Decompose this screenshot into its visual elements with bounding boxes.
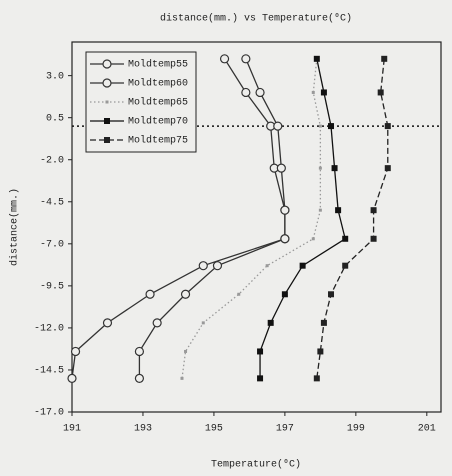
legend-marker	[102, 78, 112, 88]
marker	[370, 235, 377, 242]
x-tick-label: 191	[63, 424, 81, 435]
marker	[311, 237, 315, 241]
marker	[281, 291, 288, 298]
legend-label: Moldtemp70	[128, 116, 188, 128]
marker	[145, 289, 155, 299]
y-tick-label: 3.0	[46, 71, 64, 82]
y-tick-label: -12.0	[34, 324, 64, 335]
marker	[257, 375, 264, 382]
marker	[342, 262, 349, 269]
marker	[299, 262, 306, 269]
marker	[201, 321, 205, 325]
marker	[152, 318, 162, 328]
marker	[320, 319, 327, 326]
marker	[237, 292, 241, 296]
marker	[377, 89, 384, 96]
marker	[342, 235, 349, 242]
x-tick-label: 195	[205, 424, 223, 435]
marker	[317, 348, 324, 355]
legend-label: Moldtemp55	[128, 59, 188, 71]
legend-label: Moldtemp60	[128, 78, 188, 90]
marker	[184, 349, 188, 353]
marker	[331, 165, 338, 172]
marker	[335, 207, 342, 214]
marker	[280, 234, 290, 244]
legend-label: Moldtemp65	[128, 97, 188, 109]
marker	[384, 165, 391, 172]
legend-marker	[104, 137, 110, 143]
marker	[257, 348, 264, 355]
marker	[320, 89, 327, 96]
marker	[180, 376, 184, 380]
marker	[219, 54, 230, 64]
marker	[313, 55, 320, 62]
marker	[328, 291, 335, 298]
legend-label: Moldtemp75	[128, 135, 188, 147]
y-tick-label: -4.5	[40, 197, 64, 208]
x-tick-label: 193	[134, 424, 152, 435]
x-tick-label: 197	[276, 424, 294, 435]
marker	[255, 87, 265, 98]
legend-marker	[105, 100, 109, 104]
y-tick-label: -17.0	[34, 408, 64, 419]
marker	[318, 166, 322, 170]
marker	[212, 261, 223, 271]
marker	[273, 121, 283, 131]
y-axis-label: distance(mm.)	[9, 188, 21, 266]
marker	[267, 319, 274, 326]
series-line	[181, 58, 322, 379]
marker	[381, 55, 388, 62]
marker	[134, 373, 145, 383]
marker	[241, 87, 251, 98]
marker	[318, 124, 322, 128]
legend-box	[85, 51, 197, 153]
x-tick-label: 199	[347, 424, 365, 435]
legend-marker	[104, 118, 110, 124]
marker	[102, 318, 113, 328]
legend-marker	[102, 59, 112, 69]
marker	[280, 205, 290, 215]
marker	[384, 123, 391, 130]
marker	[311, 90, 315, 94]
y-tick-label: -14.5	[34, 366, 64, 377]
marker	[370, 207, 377, 214]
y-tick-label: 0.5	[46, 113, 64, 124]
marker	[241, 54, 251, 64]
marker	[328, 123, 335, 130]
x-axis-label: Temperature(⁰C)	[211, 459, 301, 471]
marker	[180, 289, 191, 299]
marker	[70, 346, 81, 357]
marker	[198, 261, 208, 271]
marker	[67, 373, 77, 383]
chart-title: distance(mm.) vs Temperature(⁰C)	[160, 13, 352, 25]
x-tick-label: 201	[418, 424, 436, 435]
y-tick-label: -2.0	[40, 155, 64, 166]
marker	[313, 375, 320, 382]
y-tick-label: -9.5	[40, 282, 64, 293]
marker	[134, 346, 145, 357]
marker	[318, 208, 322, 212]
marker	[265, 264, 269, 268]
y-tick-label: -7.0	[40, 239, 64, 250]
plot-frame	[71, 41, 442, 413]
marker	[276, 163, 286, 173]
